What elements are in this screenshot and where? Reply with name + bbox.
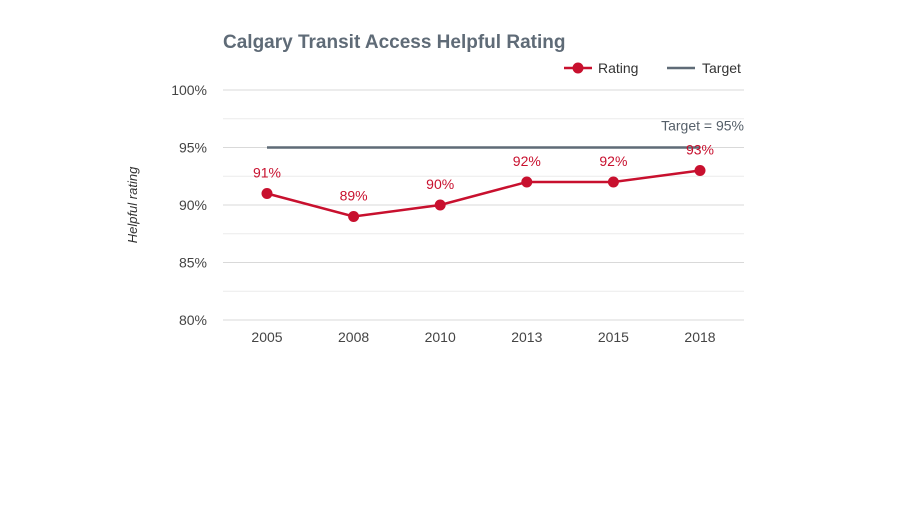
rating-point <box>521 176 533 188</box>
rating-point <box>348 211 360 222</box>
legend-item-rating[interactable]: Rating <box>564 60 638 76</box>
y-tick-label: 100% <box>171 82 207 98</box>
x-tick-label: 2018 <box>684 329 715 345</box>
x-tick-label: 2005 <box>251 329 282 345</box>
rating-data-label: 93% <box>686 142 714 158</box>
target-annotation: Target = 95% <box>661 118 744 134</box>
y-tick-label: 80% <box>179 312 207 328</box>
legend-rating-marker <box>572 62 584 74</box>
rating-data-label: 89% <box>340 188 368 204</box>
chart-title: Calgary Transit Access Helpful Rating <box>223 32 565 53</box>
rating-series: 91% 89% 90% 92% 92% 93% <box>253 142 714 222</box>
rating-point <box>694 165 706 176</box>
x-tick-label: 2013 <box>511 329 542 345</box>
x-tick-label: 2010 <box>425 329 456 345</box>
x-tick-label: 2015 <box>598 329 629 345</box>
rating-line <box>266 169 701 218</box>
rating-data-label: 90% <box>426 176 454 192</box>
rating-data-label: 92% <box>599 153 627 169</box>
y-axis-ticks: 80% 85% 90% 95% 100% <box>171 82 207 328</box>
legend-rating-label: Rating <box>598 60 638 76</box>
x-axis-ticks: 2005 2008 2010 2013 2015 2018 <box>251 329 715 345</box>
y-axis-label: Helpful rating <box>125 166 140 243</box>
rating-point <box>607 176 619 188</box>
legend-target-label: Target <box>702 60 741 76</box>
x-tick-label: 2008 <box>338 329 369 345</box>
legend-item-target[interactable]: Target <box>667 60 741 76</box>
legend: Rating Target <box>564 60 741 76</box>
y-tick-label: 90% <box>179 197 207 213</box>
rating-data-label: 91% <box>253 165 281 181</box>
y-tick-label: 85% <box>179 255 207 271</box>
rating-point <box>261 188 273 199</box>
rating-point <box>434 199 446 211</box>
y-tick-label: 95% <box>179 140 207 156</box>
rating-data-label: 92% <box>513 153 541 169</box>
